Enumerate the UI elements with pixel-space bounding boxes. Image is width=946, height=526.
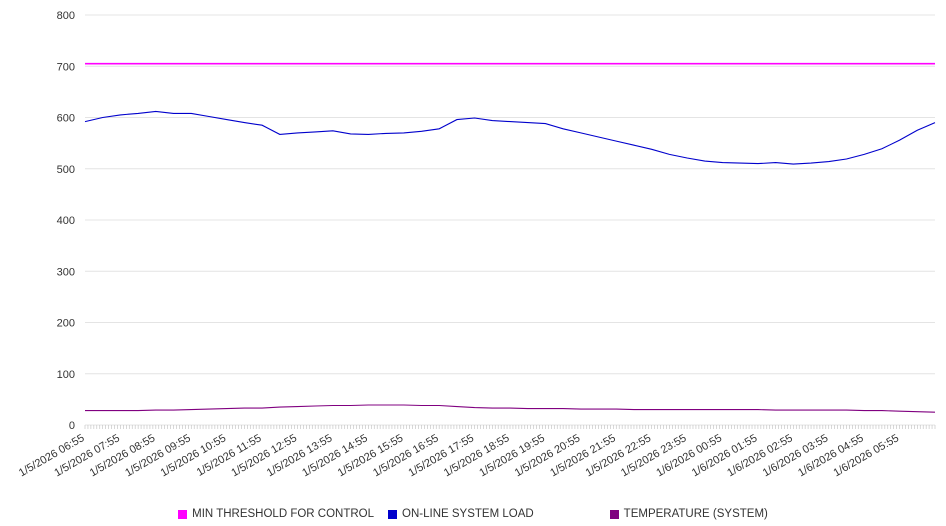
svg-text:600: 600: [57, 113, 75, 125]
legend-label-min-threshold: MIN THRESHOLD FOR CONTROL: [192, 508, 375, 520]
legend-label-temperature-system: TEMPERATURE (SYSTEM): [623, 508, 768, 520]
legend-item-min-threshold[interactable]: MIN THRESHOLD FOR CONTROL: [178, 508, 374, 520]
legend-swatch-temperature-system: [609, 509, 619, 519]
svg-text:200: 200: [57, 318, 75, 330]
svg-text:300: 300: [57, 266, 75, 278]
legend-item-temperature-system[interactable]: TEMPERATURE (SYSTEM): [609, 508, 768, 520]
svg-text:0: 0: [69, 420, 75, 432]
svg-text:500: 500: [57, 164, 75, 176]
svg-text:800: 800: [57, 10, 75, 22]
svg-text:100: 100: [57, 369, 75, 381]
legend-item-online-system-load[interactable]: ON-LINE SYSTEM LOAD: [388, 508, 534, 520]
chart-legend: MIN THRESHOLD FOR CONTROL ON-LINE SYSTEM…: [0, 508, 946, 520]
legend-swatch-online-system-load: [388, 509, 398, 519]
svg-text:400: 400: [57, 215, 75, 227]
svg-text:700: 700: [57, 61, 75, 73]
legend-swatch-min-threshold: [178, 509, 188, 519]
legend-label-online-system-load: ON-LINE SYSTEM LOAD: [402, 508, 534, 520]
